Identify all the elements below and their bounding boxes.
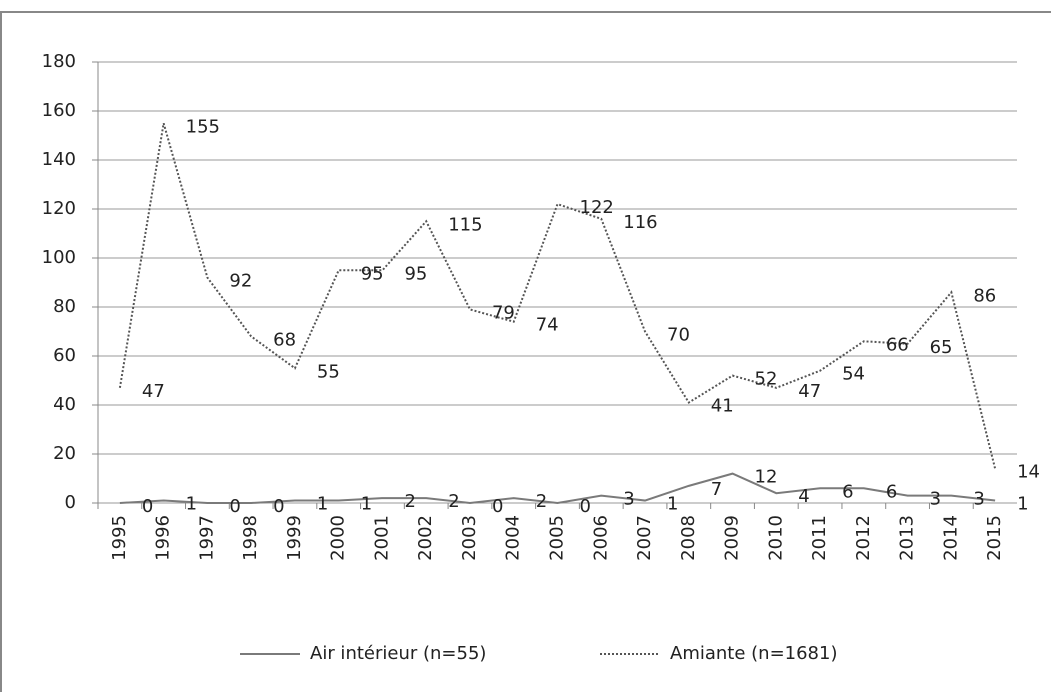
data-label: 79 (492, 302, 515, 323)
series-line (118, 122, 997, 469)
y-tick-label: 60 (53, 345, 76, 366)
x-tick-label: 1999 (284, 515, 305, 561)
data-label: 1 (1017, 494, 1028, 515)
data-label: 12 (755, 467, 778, 488)
data-label: 68 (273, 329, 296, 350)
legend-label: Amiante (n=1681) (670, 643, 837, 664)
y-tick-label: 20 (53, 443, 76, 464)
y-tick-label: 120 (42, 198, 76, 219)
x-tick-label: 2013 (897, 515, 918, 561)
series-line (119, 472, 996, 505)
data-label: 0 (229, 496, 240, 517)
data-label: 70 (667, 325, 690, 346)
data-label: 95 (404, 263, 427, 284)
data-label: 0 (273, 496, 284, 517)
data-label: 1 (361, 494, 372, 515)
x-tick-label: 2014 (940, 515, 961, 561)
x-tick-label: 2004 (503, 515, 524, 561)
data-label: 74 (536, 315, 559, 336)
data-label: 3 (930, 489, 941, 510)
x-tick-label: 2003 (459, 515, 480, 561)
data-label: 55 (317, 361, 340, 382)
data-label: 155 (186, 116, 220, 137)
data-label: 3 (623, 489, 634, 510)
data-label: 14 (1017, 462, 1040, 483)
data-label: 1 (317, 494, 328, 515)
data-label: 47 (798, 381, 821, 402)
data-label: 2 (404, 491, 415, 512)
data-label: 4 (798, 486, 809, 507)
data-label: 47 (142, 381, 165, 402)
data-label: 6 (886, 481, 897, 502)
y-tick-label: 140 (42, 149, 76, 170)
data-label: 6 (842, 481, 853, 502)
data-label: 52 (755, 369, 778, 390)
data-label: 0 (492, 496, 503, 517)
data-label: 86 (973, 285, 996, 306)
data-label: 115 (448, 214, 482, 235)
x-tick-label: 2009 (722, 515, 743, 561)
data-label: 95 (361, 263, 384, 284)
x-tick-label: 2007 (634, 515, 655, 561)
y-tick-label: 0 (65, 492, 76, 513)
x-tick-label: 2011 (809, 515, 830, 561)
y-tick-label: 100 (42, 247, 76, 268)
y-tick-label: 180 (42, 51, 76, 72)
data-label: 1 (186, 494, 197, 515)
y-tick-label: 160 (42, 100, 76, 121)
data-label: 116 (623, 212, 657, 233)
legend-label: Air intérieur (n=55) (310, 643, 486, 664)
data-label: 41 (711, 396, 734, 417)
x-tick-label: 2010 (765, 515, 786, 561)
chart-border (0, 11, 1051, 692)
x-tick-label: 1995 (109, 515, 130, 561)
x-tick-label: 2012 (853, 515, 874, 561)
data-label: 0 (142, 496, 153, 517)
data-label: 65 (930, 337, 953, 358)
x-tick-label: 2006 (590, 515, 611, 561)
x-tick-label: 2005 (547, 515, 568, 561)
data-label: 7 (711, 479, 722, 500)
x-tick-label: 1997 (196, 515, 217, 561)
x-tick-label: 2001 (371, 515, 392, 561)
data-label: 122 (580, 197, 614, 218)
x-tick-label: 2002 (415, 515, 436, 561)
y-tick-label: 80 (53, 296, 76, 317)
data-label: 2 (448, 491, 459, 512)
x-tick-label: 1998 (240, 515, 261, 561)
data-label: 3 (973, 489, 984, 510)
data-label: 66 (886, 334, 909, 355)
y-tick-label: 40 (53, 394, 76, 415)
data-label: 92 (229, 271, 252, 292)
x-tick-label: 2000 (328, 515, 349, 561)
data-label: 2 (536, 491, 547, 512)
x-tick-label: 2008 (678, 515, 699, 561)
x-tick-label: 1996 (153, 515, 174, 561)
x-tick-label: 2015 (984, 515, 1005, 561)
data-label: 0 (580, 496, 591, 517)
data-label: 54 (842, 364, 865, 385)
data-label: 1 (667, 494, 678, 515)
